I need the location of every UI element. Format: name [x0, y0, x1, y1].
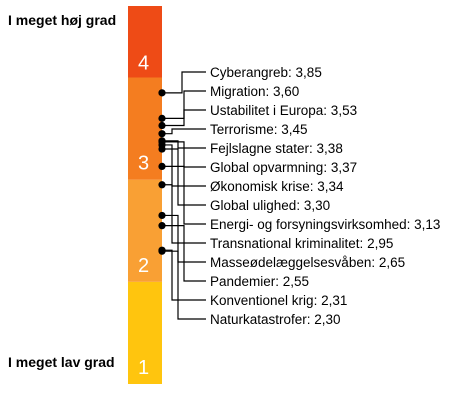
- scale-number-4: 4: [138, 53, 149, 75]
- leader-line: [162, 214, 206, 263]
- scale-number-1: 1: [138, 357, 149, 379]
- leader-line: [162, 140, 206, 149]
- value-dot: [158, 130, 166, 138]
- item-label: Ustabilitet i Europa: 3,53: [210, 103, 357, 118]
- leader-line: [162, 141, 206, 168]
- item-label: Naturkatastrofer: 2,30: [210, 312, 341, 327]
- item-label: Terrorisme: 3,45: [210, 122, 308, 137]
- leader-line: [162, 165, 206, 225]
- top-scale-label: I meget høj grad: [8, 12, 116, 28]
- value-dot: [158, 247, 166, 255]
- bottom-scale-label: I meget lav grad: [8, 354, 115, 370]
- item-label: Energi- og forsyningsvirksomhed: 3,13: [210, 217, 440, 232]
- scale-segment-1: [128, 281, 162, 384]
- value-dot: [158, 121, 166, 130]
- item-label: Fejlslagne stater: 3,38: [210, 141, 343, 156]
- value-dot: [158, 181, 166, 189]
- leader-line: [162, 250, 206, 320]
- value-dot: [158, 162, 166, 170]
- leader-line: [162, 109, 206, 127]
- item-label: Global opvarmning: 3,37: [210, 160, 357, 175]
- leader-lines: [162, 71, 206, 320]
- leader-line: [162, 249, 206, 301]
- leader-line: [162, 184, 206, 244]
- item-label: Migration: 3,60: [210, 84, 299, 99]
- scale-segment-3: [128, 77, 162, 180]
- leader-line: [162, 144, 206, 187]
- leader-line: [162, 128, 206, 135]
- leader-line: [162, 71, 206, 94]
- value-dot: [158, 89, 166, 97]
- item-label: Masseødelæggelsesvåben: 2,65: [210, 255, 405, 270]
- value-dot: [158, 222, 166, 230]
- item-label: Økonomisk krise: 3,34: [210, 179, 344, 194]
- item-label: Transnational kriminalitet: 2,95: [210, 236, 393, 251]
- value-dot: [158, 145, 166, 153]
- value-markers: [158, 89, 166, 255]
- value-dot: [158, 211, 166, 220]
- leader-line: [162, 225, 206, 282]
- leader-line: [162, 148, 206, 206]
- item-label: Global ulighed: 3,30: [210, 198, 330, 213]
- scale-segment-2: [128, 179, 162, 282]
- item-label: Pandemier: 2,55: [210, 274, 309, 289]
- scale-number-3: 3: [138, 153, 149, 175]
- scale-number-2: 2: [138, 255, 149, 277]
- scale-segment-4: [128, 6, 162, 78]
- scale-bar: 1 2 3 4: [128, 6, 162, 384]
- leader-line: [162, 90, 206, 119]
- item-label: Cyberangreb: 3,85: [210, 65, 322, 80]
- item-label: Konventionel krig: 2,31: [210, 293, 347, 308]
- value-dot: [158, 114, 166, 122]
- item-labels: Cyberangreb: 3,85 Migration: 3,60 Ustabili…: [210, 65, 440, 327]
